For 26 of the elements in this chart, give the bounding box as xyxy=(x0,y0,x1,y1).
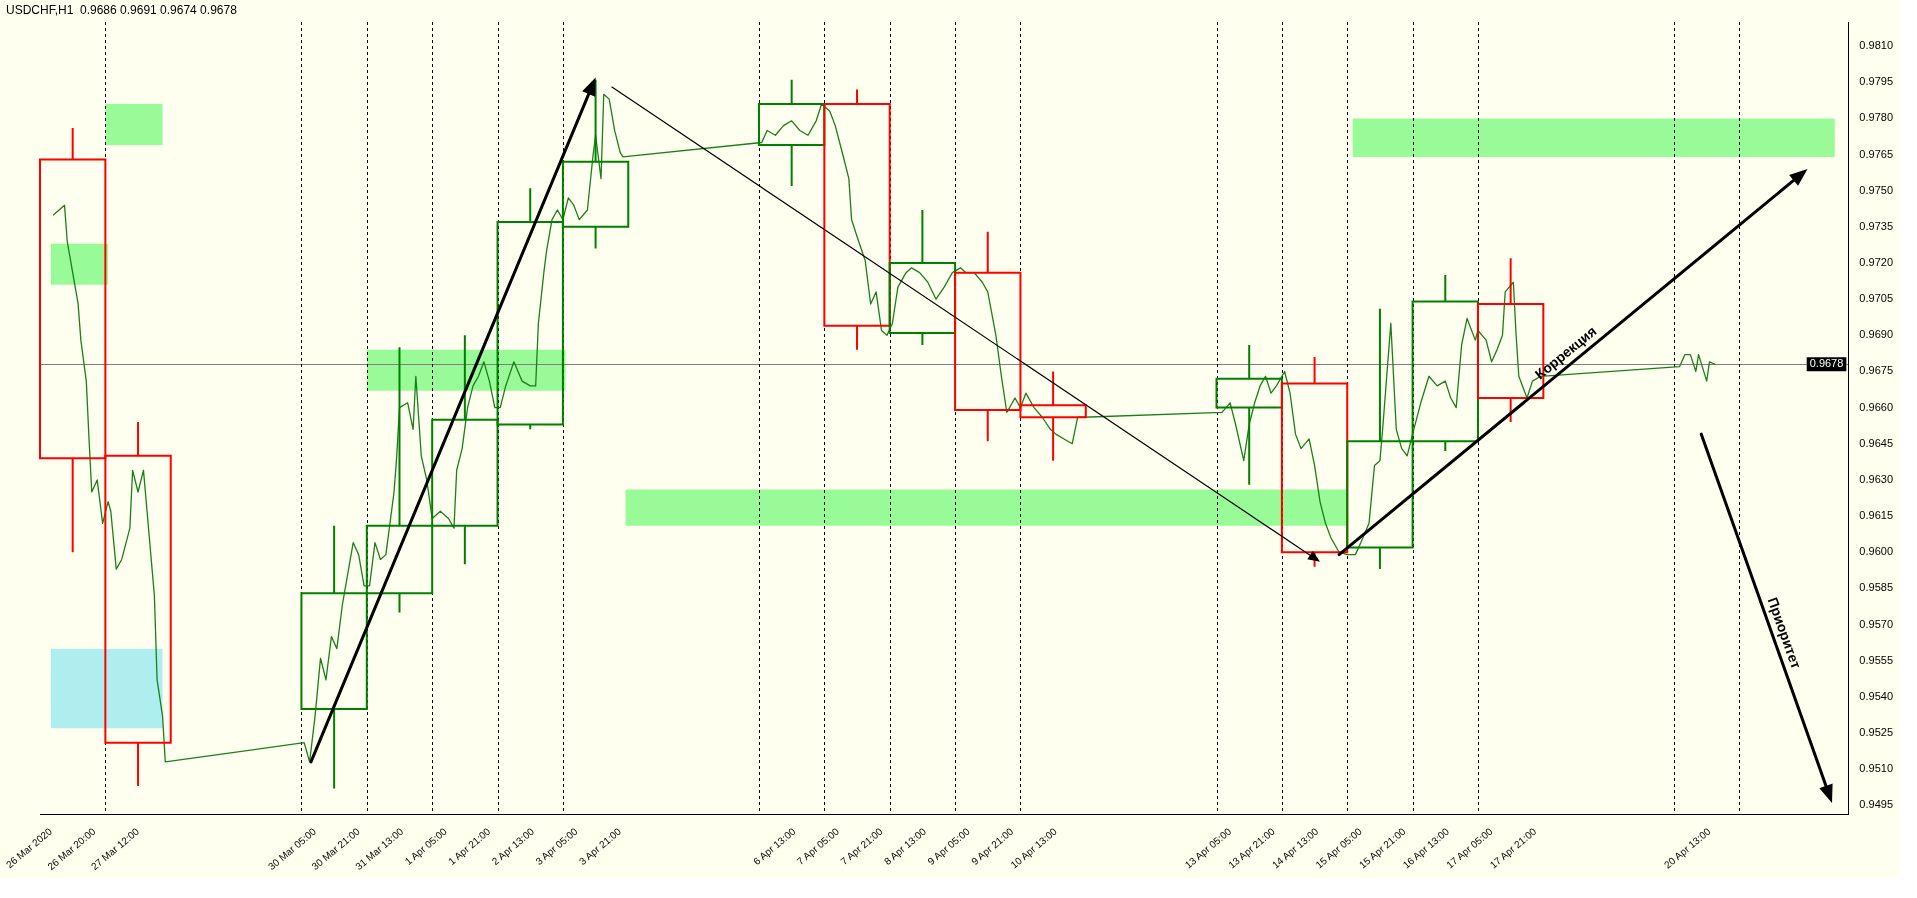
y-tick-label: 0.9495 xyxy=(1859,798,1894,811)
y-tick-label: 0.9780 xyxy=(1859,111,1894,124)
y-tick-label: 0.9615 xyxy=(1859,509,1894,522)
y-tick-label: 0.9795 xyxy=(1859,75,1894,88)
ref-line-label: 0.9678 xyxy=(1809,357,1844,370)
y-tick-label: 0.9735 xyxy=(1859,219,1894,232)
y-tick-label: 0.9570 xyxy=(1859,617,1894,630)
y-tick-label: 0.9540 xyxy=(1859,689,1894,702)
y-tick-label: 0.9555 xyxy=(1859,653,1894,666)
y-tick-label: 0.9705 xyxy=(1859,292,1894,305)
candlestick xyxy=(823,88,891,351)
candlestick xyxy=(1215,343,1283,486)
chart-title: USDCHF,H1 0.9686 0.9691 0.9674 0.9678 xyxy=(6,3,237,17)
y-tick-label: 0.9525 xyxy=(1859,726,1894,739)
y-tick-label: 0.9690 xyxy=(1859,328,1894,341)
y-tick-label: 0.9630 xyxy=(1859,472,1894,485)
y-tick-label: 0.9750 xyxy=(1859,183,1894,196)
y-tick-label: 0.9660 xyxy=(1859,400,1894,413)
y-tick-label: 0.9600 xyxy=(1859,545,1894,558)
y-tick-label: 0.9765 xyxy=(1859,147,1894,160)
y-tick-label: 0.9510 xyxy=(1859,762,1894,775)
y-tick-label: 0.9645 xyxy=(1859,436,1894,449)
y-tick-label: 0.9675 xyxy=(1859,364,1894,377)
y-tick-label: 0.9585 xyxy=(1859,581,1894,594)
y-tick-label: 0.9810 xyxy=(1859,39,1894,52)
y-tick-label: 0.9720 xyxy=(1859,256,1894,269)
